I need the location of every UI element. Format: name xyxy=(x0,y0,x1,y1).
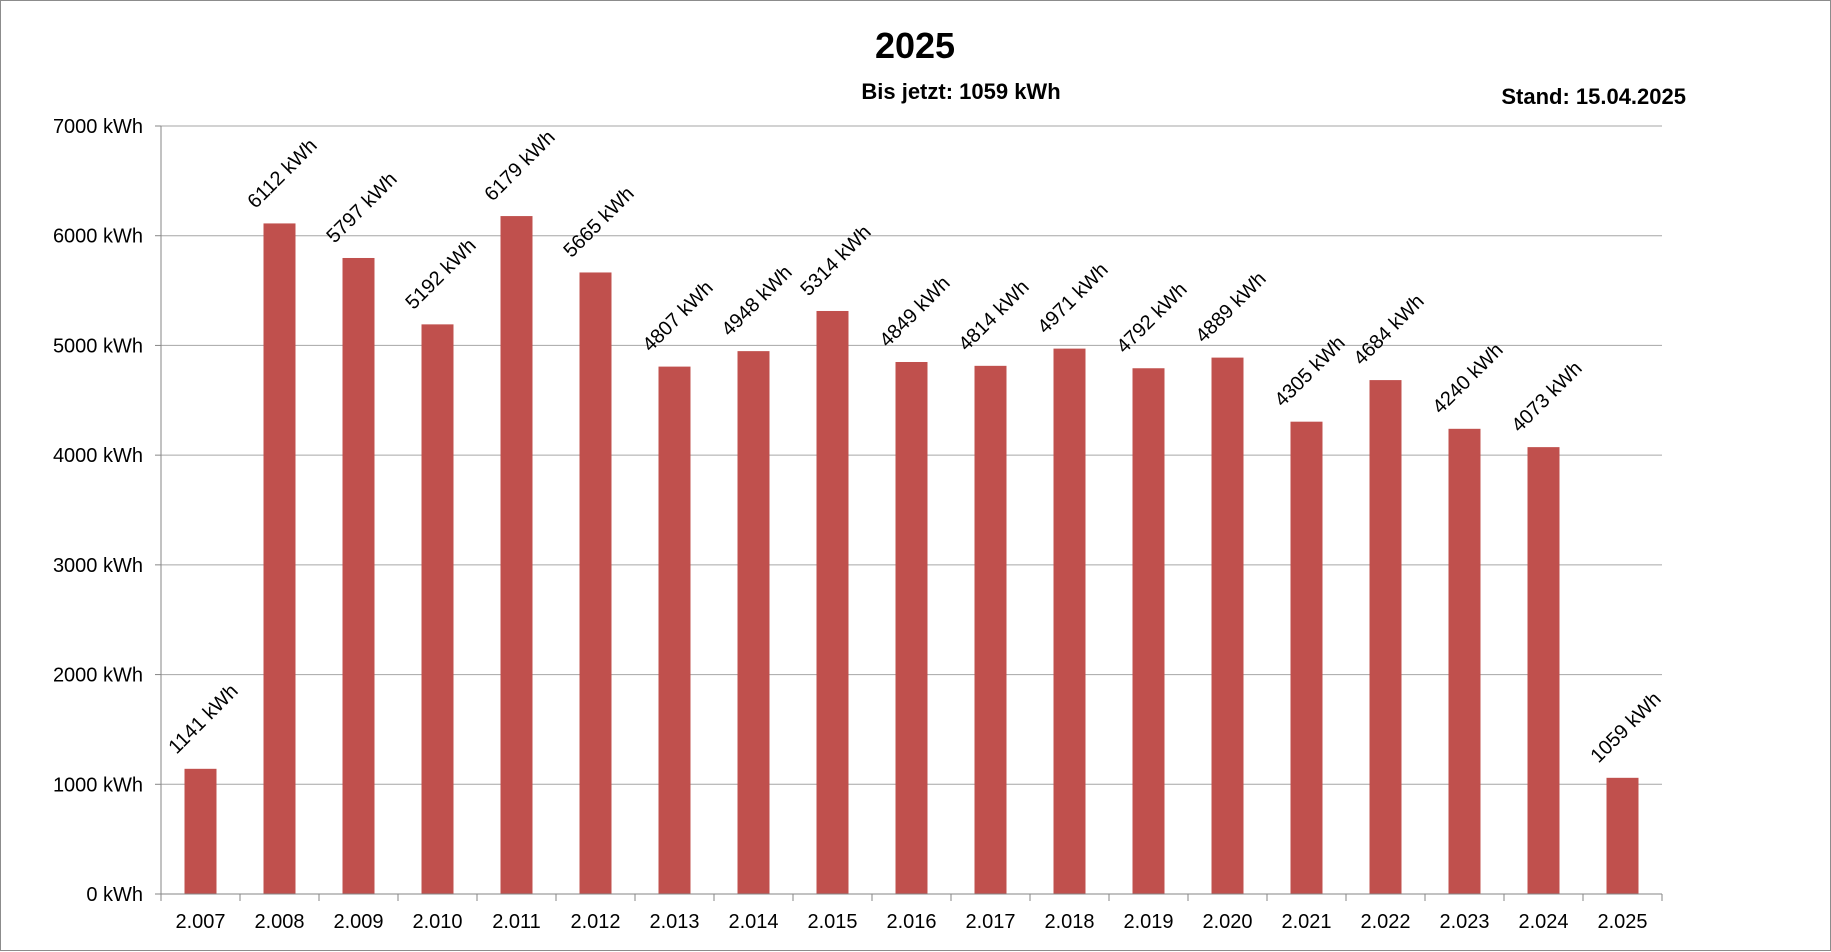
y-axis: 0 kWh 1000 kWh 2000 kWh 3000 kWh 4000 kWh 500… xyxy=(53,116,161,906)
x-tick-label: 2.013 xyxy=(649,911,699,933)
x-tick-label: 2.018 xyxy=(1044,911,1094,933)
data-label: 6112 kWh xyxy=(243,135,321,213)
data-label: 4073 kWh xyxy=(1507,357,1586,436)
y-tick-label: 3000 kWh xyxy=(53,555,143,577)
data-label: 1141 kWh xyxy=(164,680,242,758)
x-tick-label: 2.014 xyxy=(728,911,778,933)
x-tick-label: 2.009 xyxy=(333,911,383,933)
x-tick-label: 2.015 xyxy=(807,911,857,933)
y-tick-label: 7000 kWh xyxy=(53,116,143,138)
x-tick-label: 2.010 xyxy=(412,911,462,933)
bars xyxy=(184,216,1639,895)
x-tick-label: 2.016 xyxy=(886,911,936,933)
data-label: 4849 kWh xyxy=(875,272,954,351)
x-tick-label: 2.022 xyxy=(1360,911,1410,933)
bar xyxy=(1448,428,1481,894)
data-label: 5314 kWh xyxy=(796,221,875,300)
chart-title: 2025 xyxy=(875,25,955,66)
bar xyxy=(816,310,849,894)
bar xyxy=(1211,357,1244,895)
data-label: 5665 kWh xyxy=(559,183,638,262)
data-label: 1059 kWh xyxy=(1586,688,1665,767)
x-tick-label: 2.025 xyxy=(1597,911,1647,933)
y-tick-label: 0 kWh xyxy=(86,884,143,906)
bar xyxy=(500,216,533,894)
y-tick-label: 2000 kWh xyxy=(53,665,143,687)
bar xyxy=(184,768,217,894)
bar xyxy=(1290,421,1323,894)
bar xyxy=(1606,777,1639,894)
bar xyxy=(1132,368,1165,894)
bar xyxy=(579,272,612,894)
x-tick-label: 2.012 xyxy=(570,911,620,933)
y-tick-label: 1000 kWh xyxy=(53,774,143,796)
data-label: 4971 kWh xyxy=(1033,259,1112,338)
x-tick-label: 2.021 xyxy=(1281,911,1331,933)
bar xyxy=(658,366,691,895)
bar xyxy=(1527,447,1560,894)
x-tick-label: 2.020 xyxy=(1202,911,1252,933)
bar xyxy=(737,351,770,894)
x-tick-label: 2.019 xyxy=(1123,911,1173,933)
data-label: 4305 kWh xyxy=(1270,332,1349,411)
bar xyxy=(1369,380,1402,895)
data-label: 4814 kWh xyxy=(954,276,1033,355)
data-label: 4889 kWh xyxy=(1191,268,1270,347)
bar xyxy=(263,223,296,895)
y-tick-label: 6000 kWh xyxy=(53,226,143,248)
x-tick-label: 2.008 xyxy=(254,911,304,933)
axis-lines xyxy=(160,126,1662,895)
x-tick-label: 2.023 xyxy=(1439,911,1489,933)
data-label: 4684 kWh xyxy=(1349,290,1428,369)
y-tick-label: 4000 kWh xyxy=(53,445,143,467)
status-date-note: Stand: 15.04.2025 xyxy=(1501,84,1686,109)
bar xyxy=(895,361,928,894)
data-label: 4240 kWh xyxy=(1428,339,1507,418)
data-label: 4948 kWh xyxy=(717,261,796,340)
y-tick-label: 5000 kWh xyxy=(53,335,143,357)
x-tick-label: 2.017 xyxy=(965,911,1015,933)
bar xyxy=(1053,348,1086,894)
chart-subtitle: Bis jetzt: 1059 kWh xyxy=(861,79,1060,104)
bar xyxy=(421,324,454,895)
data-label: 6179 kWh xyxy=(480,126,559,205)
bar xyxy=(974,365,1007,894)
bar xyxy=(342,257,375,894)
x-tick-label: 2.007 xyxy=(175,911,225,933)
data-label: 4807 kWh xyxy=(638,277,717,356)
x-axis: 2.007 2.008 2.009 2.010 2.011 2.012 2.013 2.014… xyxy=(160,894,1663,933)
x-tick-label: 2.024 xyxy=(1518,911,1568,933)
data-label: 5192 kWh xyxy=(401,235,480,314)
x-tick-label: 2.011 xyxy=(492,911,541,933)
